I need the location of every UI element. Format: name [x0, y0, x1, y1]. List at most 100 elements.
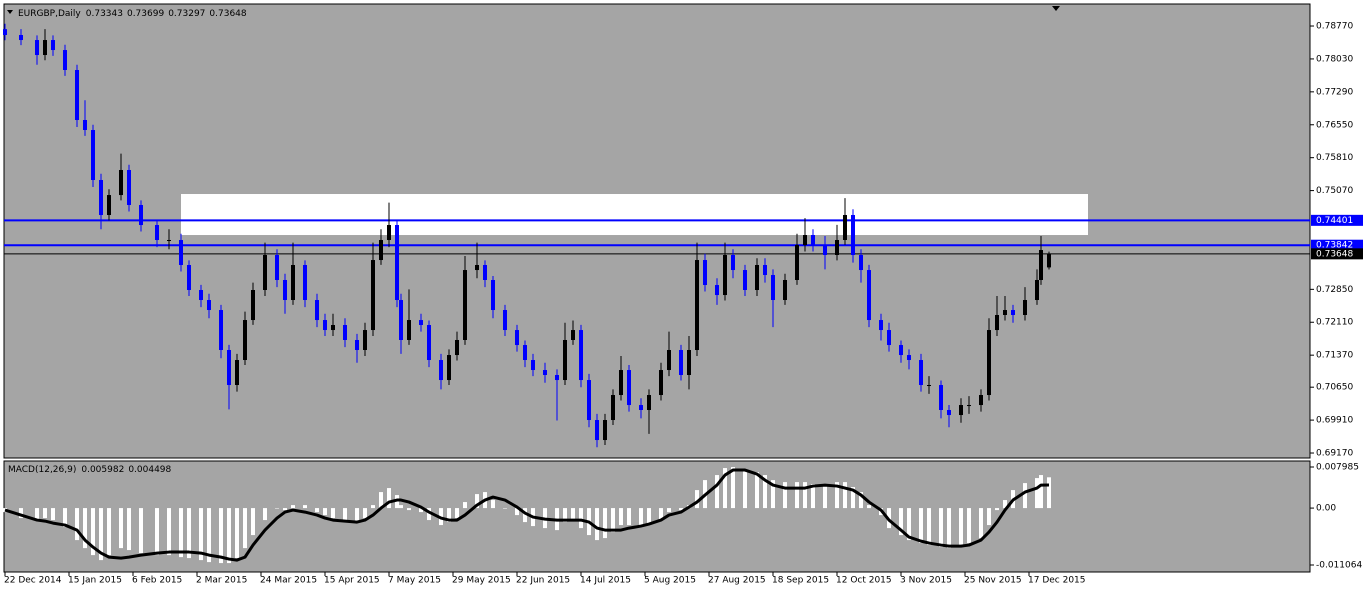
macd-bar — [803, 482, 807, 509]
macd-bar — [851, 487, 855, 509]
candle-body — [879, 320, 883, 331]
macd-bar — [1003, 500, 1007, 509]
candle-body — [743, 270, 747, 291]
macd-bar — [619, 508, 623, 526]
macd-bar — [43, 508, 47, 519]
level-label: 0.73648 — [1316, 249, 1353, 259]
candle-body — [439, 360, 443, 381]
candle-body — [187, 265, 191, 291]
candle-body — [755, 265, 759, 291]
macd-bar — [35, 508, 39, 521]
candle-body — [659, 370, 663, 396]
macd-bar — [783, 482, 787, 509]
signal-line — [4, 468, 1050, 562]
candle-body — [927, 385, 931, 387]
last-low: 0.73297 — [168, 9, 205, 19]
candle-body — [795, 245, 799, 280]
candle-body — [967, 405, 971, 407]
x-tick-label: 25 Nov 2015 — [964, 576, 1022, 586]
macd-bar — [771, 480, 775, 509]
macd-bar — [291, 505, 295, 509]
x-tick-label: 6 Feb 2015 — [132, 576, 182, 586]
candle-body — [555, 375, 559, 381]
macd-bar — [811, 484, 815, 509]
y-tick-label: 0.78770 — [1316, 22, 1353, 32]
macd-bar — [523, 508, 527, 523]
macd-bar — [263, 508, 267, 521]
y-tick-label: 0.75070 — [1316, 186, 1353, 196]
candle-body — [379, 240, 383, 261]
macd-bar — [947, 508, 951, 549]
macd-bar — [647, 508, 651, 526]
macd-bar — [1039, 475, 1043, 509]
macd-bar — [19, 508, 23, 519]
candle-body — [811, 235, 815, 246]
macd-bar — [763, 475, 767, 509]
candle-body — [723, 254, 727, 296]
candle-body — [703, 260, 707, 286]
macd-bar — [743, 470, 747, 509]
macd-bar — [51, 508, 55, 521]
candle-body — [919, 360, 923, 386]
level-label-bg — [1311, 214, 1363, 226]
level-label-bg — [1311, 248, 1363, 260]
macd-bar — [243, 508, 247, 549]
candle-body — [1003, 310, 1007, 315]
symbol: EURGBP,Daily — [18, 9, 81, 19]
macd-bar — [595, 508, 599, 541]
macd-bar — [303, 505, 307, 509]
candle-body — [1035, 279, 1039, 301]
candle-body — [447, 355, 451, 381]
candle-body — [219, 310, 223, 351]
candle-body — [531, 360, 535, 371]
candle-body — [667, 350, 671, 371]
candle-body — [1047, 253, 1051, 268]
macd-bar — [447, 508, 451, 523]
macd-bar — [627, 508, 631, 526]
candle-body — [823, 245, 827, 255]
candle-body — [227, 350, 231, 386]
y-tick-label: -0.011064 — [1316, 560, 1362, 570]
macd-bar — [515, 508, 519, 516]
macd-bar — [323, 508, 327, 516]
macd-bar — [995, 508, 999, 511]
x-tick-label: 12 Oct 2015 — [836, 576, 892, 586]
y-tick-label: 0.69910 — [1316, 416, 1353, 426]
macd-bar — [399, 505, 403, 509]
macd-bar — [679, 508, 683, 511]
macd-bar — [571, 508, 575, 521]
candle-body — [647, 395, 651, 411]
x-tick-label: 5 Aug 2015 — [644, 576, 696, 586]
candle-body — [363, 330, 367, 351]
candle-body — [503, 310, 507, 331]
candle-body — [763, 265, 767, 276]
candle-body — [639, 405, 643, 411]
price-title: EURGBP,Daily 0.73343 0.73699 0.73297 0.73648 — [18, 9, 247, 19]
y-tick-label: 0.75810 — [1316, 153, 1353, 163]
y-tick-label: 0.71370 — [1316, 351, 1353, 361]
macd-bar — [927, 508, 931, 546]
candle-body — [907, 355, 911, 361]
candle-body — [387, 225, 391, 241]
last-high: 0.73699 — [127, 9, 164, 19]
macd-bar — [187, 508, 191, 559]
candle-body — [899, 345, 903, 356]
candle-body — [563, 339, 567, 381]
macd-bar — [91, 508, 95, 556]
candle-body — [179, 240, 183, 266]
axis-layer: 0.78770 0.78030 0.77290 0.76550 0.75810 0.750… — [4, 22, 1363, 586]
y-tick-label: 0.78030 — [1316, 54, 1353, 64]
macd-bar — [907, 508, 911, 541]
candle-body — [331, 325, 335, 331]
candle-body — [579, 330, 583, 381]
macd-bar — [275, 508, 279, 509]
macd-bar — [251, 508, 255, 536]
macd-bar — [1047, 477, 1051, 509]
candle-body — [119, 169, 123, 196]
candle-body — [51, 40, 55, 51]
macd-bar — [179, 508, 183, 558]
candle-body — [687, 350, 691, 376]
x-tick-label: 7 May 2015 — [388, 576, 441, 586]
